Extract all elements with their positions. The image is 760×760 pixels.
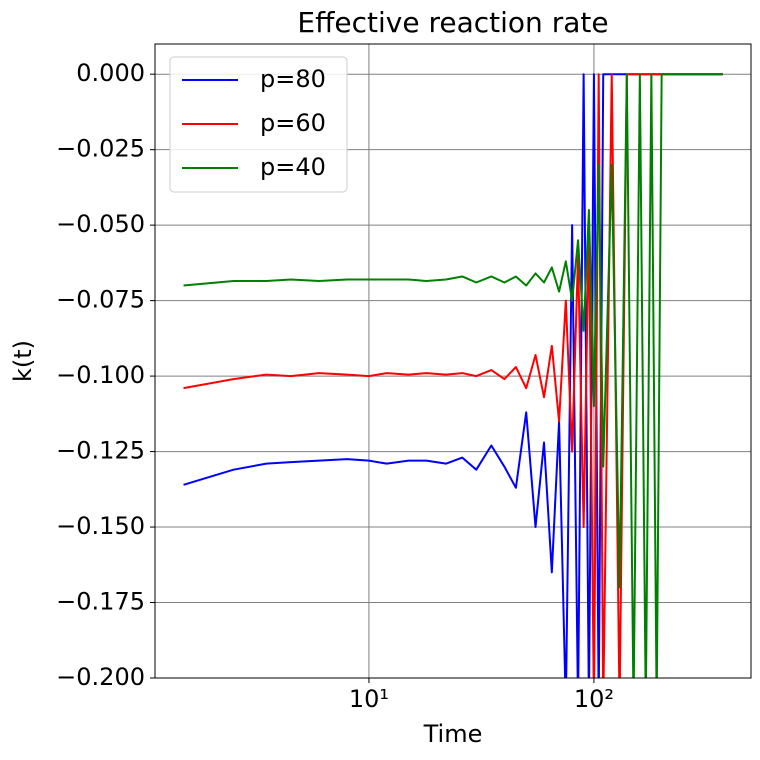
y-tick-label: −0.175	[56, 588, 145, 616]
y-tick-label: −0.025	[56, 135, 145, 163]
legend-label: p=80	[260, 65, 326, 93]
y-tick-label: −0.050	[56, 210, 145, 238]
y-tick-label: −0.150	[56, 512, 145, 540]
y-tick-label: −0.200	[56, 663, 145, 691]
legend-label: p=60	[260, 109, 326, 137]
legend-label: p=40	[260, 153, 326, 181]
x-tick-label: 10²	[574, 685, 614, 713]
plot-frame	[154, 43, 752, 679]
plot-lines	[183, 73, 723, 678]
legend-box	[169, 56, 348, 193]
y-axis-label: k(t)	[9, 340, 37, 382]
x-axis-label: Time	[423, 720, 483, 748]
y-tick-label: −0.075	[56, 286, 145, 314]
y-tick-label: 0.000	[76, 59, 145, 87]
x-tick-label: 10¹	[349, 685, 389, 713]
y-tick-label: −0.100	[56, 361, 145, 389]
series-line	[183, 73, 723, 678]
chart-title: Effective reaction rate	[297, 6, 608, 39]
y-tick-label: −0.125	[56, 437, 145, 465]
series-line	[183, 73, 723, 678]
